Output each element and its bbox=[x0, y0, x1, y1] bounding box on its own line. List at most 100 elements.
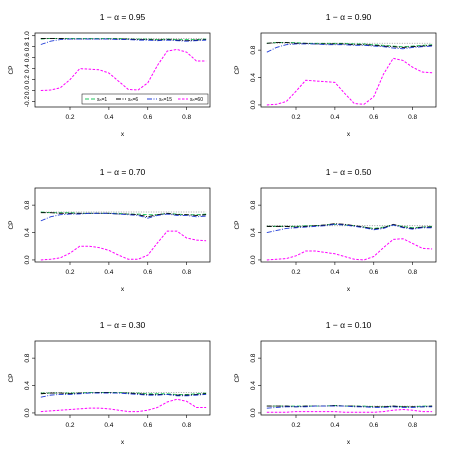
x-tick-label: 0.4 bbox=[104, 114, 113, 121]
y-tick-label: 0.4 bbox=[24, 64, 31, 73]
legend-label-s1: sₙ=1 bbox=[97, 97, 107, 103]
series-line-s15 bbox=[266, 43, 433, 53]
y-axis-label: CP bbox=[234, 373, 241, 382]
series-line-s60 bbox=[40, 230, 207, 261]
x-tick-label: 0.4 bbox=[104, 422, 113, 429]
chart-panel-2: 1 − α = 0.90 0.2 0.4 0.6 0.8 x 0.0 0.4 0.8 CP bbox=[234, 12, 437, 138]
x-tick-label: 0.6 bbox=[369, 422, 378, 429]
series-line-s15 bbox=[40, 392, 207, 398]
x-tick-label: 0.8 bbox=[408, 269, 417, 276]
legend-label-s60: sₙ=60 bbox=[190, 97, 203, 103]
x-tick-label: 0.8 bbox=[408, 422, 417, 429]
panel-title: 1 − α = 0.70 bbox=[100, 167, 146, 177]
y-axis-label: CP bbox=[8, 65, 15, 74]
y-tick-label: 0.6 bbox=[24, 53, 31, 62]
y-tick-label: 0.0 bbox=[250, 408, 257, 417]
chart-panel-6: 1 − α = 0.10 0.2 0.4 0.6 0.8 x 0.0 0.4 0.8 CP bbox=[234, 320, 437, 446]
y-tick-label: 0.4 bbox=[24, 381, 31, 390]
legend-label-s6: sₙ=6 bbox=[128, 97, 138, 103]
x-tick-label: 0.6 bbox=[143, 422, 152, 429]
series-line-s15 bbox=[266, 405, 433, 409]
y-axis-label: CP bbox=[8, 373, 15, 382]
y-axis-label: CP bbox=[8, 220, 15, 229]
series-line-s1 bbox=[40, 38, 207, 41]
y-tick-label: 0.8 bbox=[250, 45, 257, 54]
x-tick-label: 0.2 bbox=[65, 269, 74, 276]
y-tick-label: 0.2 bbox=[24, 75, 31, 84]
y-tick-label: 0.0 bbox=[24, 86, 31, 95]
y-tick-label: 0.8 bbox=[250, 353, 257, 362]
series-line-s1 bbox=[266, 42, 433, 48]
chart-panel-3: 1 − α = 0.70 0.2 0.4 0.6 0.8 x 0.0 0.4 0.8 CP bbox=[8, 167, 211, 293]
plot-frame bbox=[260, 187, 437, 263]
panel-title: 1 − α = 0.50 bbox=[326, 167, 372, 177]
y-tick-label: 0.8 bbox=[250, 200, 257, 209]
y-tick-label: 0.8 bbox=[24, 353, 31, 362]
series-line-s1 bbox=[40, 391, 207, 395]
x-tick-label: 0.6 bbox=[369, 114, 378, 121]
x-tick-label: 0.8 bbox=[182, 269, 191, 276]
plot-frame bbox=[260, 32, 437, 108]
x-tick-label: 0.4 bbox=[104, 269, 113, 276]
x-axis-label: x bbox=[347, 131, 351, 138]
x-tick-label: 0.2 bbox=[291, 269, 300, 276]
y-tick-label: 0.4 bbox=[250, 73, 257, 82]
x-tick-label: 0.2 bbox=[291, 114, 300, 121]
series-line-s1 bbox=[266, 404, 433, 408]
y-tick-label: 0.0 bbox=[24, 255, 31, 264]
y-tick-label: 0.8 bbox=[24, 200, 31, 209]
chart-panel-4: 1 − α = 0.50 0.2 0.4 0.6 0.8 x 0.0 0.4 0.8 CP bbox=[234, 167, 437, 293]
plot-frame bbox=[34, 32, 211, 108]
x-axis-label: x bbox=[347, 286, 351, 293]
x-tick-label: 0.4 bbox=[330, 114, 339, 121]
x-tick-label: 0.8 bbox=[408, 114, 417, 121]
x-tick-label: 0.8 bbox=[182, 422, 191, 429]
y-tick-label: 0.4 bbox=[24, 228, 31, 237]
x-axis-label: x bbox=[347, 439, 351, 446]
panel-title: 1 − α = 0.30 bbox=[100, 320, 146, 330]
series-line-s1 bbox=[266, 223, 433, 229]
plot-frame bbox=[260, 340, 437, 416]
y-tick-label: 0.0 bbox=[24, 408, 31, 417]
x-tick-label: 0.8 bbox=[182, 114, 191, 121]
x-tick-label: 0.4 bbox=[330, 269, 339, 276]
series-line-s60 bbox=[266, 238, 433, 261]
y-tick-label: 1.0 bbox=[24, 31, 31, 40]
series-line-s15 bbox=[266, 223, 433, 233]
y-tick-label: 0.8 bbox=[24, 42, 31, 51]
y-tick-label: 0.0 bbox=[250, 100, 257, 109]
series-line-s60 bbox=[40, 398, 207, 413]
series-line-s1 bbox=[40, 211, 207, 216]
legend-box bbox=[81, 93, 209, 105]
y-tick-label: 0.0 bbox=[250, 255, 257, 264]
panel-title: 1 − α = 0.95 bbox=[100, 12, 146, 22]
x-tick-label: 0.6 bbox=[369, 269, 378, 276]
x-tick-label: 0.4 bbox=[330, 422, 339, 429]
x-axis-label: x bbox=[121, 439, 125, 446]
x-tick-label: 0.2 bbox=[291, 422, 300, 429]
y-axis-label: CP bbox=[234, 65, 241, 74]
x-axis-label: x bbox=[121, 131, 125, 138]
panel-title: 1 − α = 0.90 bbox=[326, 12, 372, 22]
x-tick-label: 0.6 bbox=[143, 114, 152, 121]
chart-panel-1: 1 − α = 0.95 0.2 0.4 0.6 0.8 x -0.20.0 0.2 0.4 0.… bbox=[8, 12, 211, 138]
plot-frame bbox=[34, 187, 211, 263]
x-tick-label: 0.2 bbox=[65, 114, 74, 121]
legend-label-s15: sₙ=15 bbox=[159, 97, 172, 103]
x-tick-label: 0.2 bbox=[65, 422, 74, 429]
y-tick-label: 0.4 bbox=[250, 228, 257, 237]
series-line-s6 bbox=[266, 223, 433, 230]
chart-panel-5: 1 − α = 0.30 0.2 0.4 0.6 0.8 x 0.0 0.4 0.8 CP bbox=[8, 320, 211, 446]
series-line-s60 bbox=[266, 409, 433, 413]
series-line-s15 bbox=[40, 38, 207, 45]
legend: sₙ=1 sₙ=6 sₙ=15 sₙ=60 bbox=[81, 93, 209, 105]
series-line-s60 bbox=[40, 48, 207, 92]
panel-title: 1 − α = 0.10 bbox=[326, 320, 372, 330]
y-tick-label: -0.2 bbox=[24, 96, 31, 108]
series-line-s6 bbox=[266, 42, 433, 48]
plot-frame bbox=[34, 340, 211, 416]
series-line-s15 bbox=[40, 212, 207, 222]
series-line-s60 bbox=[266, 57, 433, 106]
y-tick-label: 0.4 bbox=[250, 381, 257, 390]
